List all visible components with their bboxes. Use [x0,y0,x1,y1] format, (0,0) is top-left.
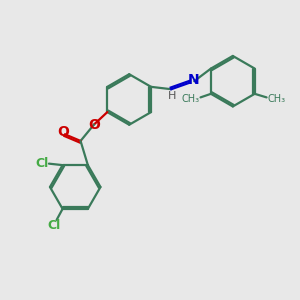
Text: Cl: Cl [36,157,49,170]
Text: O: O [88,118,100,132]
Text: N: N [188,73,199,87]
Text: CH₃: CH₃ [182,94,200,104]
Text: O: O [57,125,69,139]
Text: CH₃: CH₃ [267,94,285,104]
Text: H: H [168,91,177,101]
Text: Cl: Cl [47,219,60,232]
